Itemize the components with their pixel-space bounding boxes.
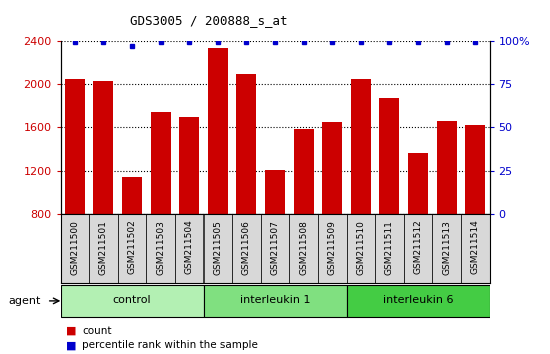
Text: count: count (82, 326, 112, 336)
Text: interleukin 6: interleukin 6 (383, 295, 453, 305)
Bar (94, 81, 113, 301)
Text: GSM211508: GSM211508 (299, 220, 308, 275)
Text: percentile rank within the sample: percentile rank within the sample (82, 340, 258, 350)
Bar (60, 285, 204, 317)
Bar (204, 214, 232, 283)
Bar (437, 121, 456, 301)
Bar (404, 214, 432, 283)
Bar (118, 214, 146, 283)
Bar (179, 116, 199, 301)
Bar (232, 214, 261, 283)
Bar (318, 214, 346, 283)
Text: GSM211505: GSM211505 (213, 220, 222, 275)
Text: interleukin 1: interleukin 1 (240, 295, 310, 305)
Text: GSM211506: GSM211506 (242, 220, 251, 275)
Bar (322, 122, 342, 301)
Bar (65, 79, 85, 301)
Bar (265, 170, 285, 301)
Text: GSM211509: GSM211509 (328, 220, 337, 275)
Text: GSM211511: GSM211511 (385, 220, 394, 275)
Text: GSM211503: GSM211503 (156, 220, 165, 275)
Bar (122, 177, 142, 301)
Bar (408, 154, 428, 301)
Text: GSM211512: GSM211512 (414, 220, 422, 274)
Bar (261, 214, 289, 283)
Bar (465, 125, 485, 301)
Bar (175, 214, 204, 283)
Text: ■: ■ (66, 340, 76, 350)
Bar (351, 79, 371, 301)
Bar (60, 214, 89, 283)
Text: GSM211507: GSM211507 (271, 220, 279, 275)
Bar (346, 214, 375, 283)
Text: GSM211513: GSM211513 (442, 220, 451, 275)
Bar (89, 214, 118, 283)
Bar (461, 214, 490, 283)
Bar (294, 129, 313, 301)
Bar (346, 285, 490, 317)
Text: GSM211510: GSM211510 (356, 220, 365, 275)
Text: control: control (113, 295, 151, 305)
Text: GSM211504: GSM211504 (185, 220, 194, 274)
Bar (379, 98, 399, 301)
Text: ■: ■ (66, 326, 76, 336)
Text: GSM211514: GSM211514 (471, 220, 480, 274)
Text: GSM211500: GSM211500 (70, 220, 79, 275)
Bar (289, 214, 318, 283)
Bar (432, 214, 461, 283)
Text: GSM211501: GSM211501 (99, 220, 108, 275)
Bar (208, 48, 228, 301)
Text: agent: agent (8, 296, 41, 306)
Bar (146, 214, 175, 283)
Bar (204, 285, 346, 317)
Bar (375, 214, 404, 283)
Bar (151, 112, 170, 301)
Bar (236, 74, 256, 301)
Text: GSM211502: GSM211502 (128, 220, 136, 274)
Text: GDS3005 / 200888_s_at: GDS3005 / 200888_s_at (130, 14, 288, 27)
